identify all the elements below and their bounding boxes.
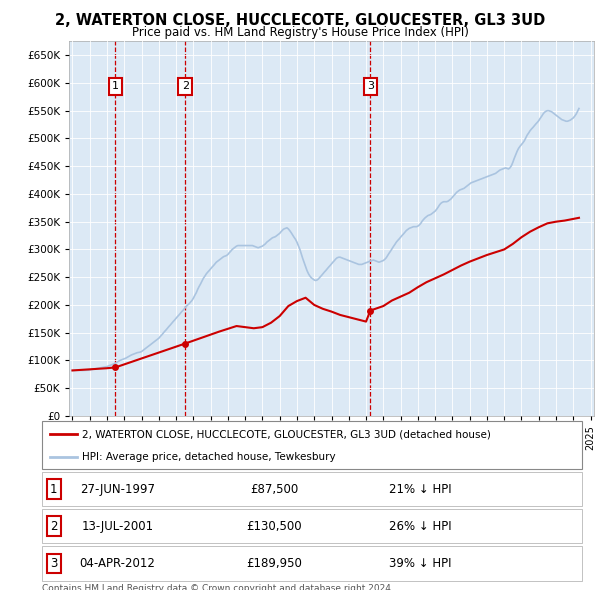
Text: HPI: Average price, detached house, Tewkesbury: HPI: Average price, detached house, Tewk…: [83, 452, 336, 462]
FancyBboxPatch shape: [42, 546, 582, 581]
Text: 2: 2: [182, 81, 189, 91]
Text: 3: 3: [367, 81, 374, 91]
FancyBboxPatch shape: [42, 509, 582, 543]
Text: 21% ↓ HPI: 21% ↓ HPI: [389, 483, 451, 496]
Text: 04-APR-2012: 04-APR-2012: [80, 557, 155, 570]
Text: £130,500: £130,500: [247, 520, 302, 533]
Text: £189,950: £189,950: [246, 557, 302, 570]
Text: £87,500: £87,500: [250, 483, 298, 496]
Text: 2, WATERTON CLOSE, HUCCLECOTE, GLOUCESTER, GL3 3UD: 2, WATERTON CLOSE, HUCCLECOTE, GLOUCESTE…: [55, 13, 545, 28]
Text: 27-JUN-1997: 27-JUN-1997: [80, 483, 155, 496]
FancyBboxPatch shape: [42, 472, 582, 506]
Text: Price paid vs. HM Land Registry's House Price Index (HPI): Price paid vs. HM Land Registry's House …: [131, 26, 469, 39]
Text: 39% ↓ HPI: 39% ↓ HPI: [389, 557, 451, 570]
Text: 13-JUL-2001: 13-JUL-2001: [82, 520, 154, 533]
Text: 1: 1: [112, 81, 119, 91]
Text: 1: 1: [50, 483, 58, 496]
Text: 3: 3: [50, 557, 58, 570]
Text: 26% ↓ HPI: 26% ↓ HPI: [389, 520, 451, 533]
Text: 2: 2: [50, 520, 58, 533]
Text: 2, WATERTON CLOSE, HUCCLECOTE, GLOUCESTER, GL3 3UD (detached house): 2, WATERTON CLOSE, HUCCLECOTE, GLOUCESTE…: [83, 429, 491, 439]
Text: Contains HM Land Registry data © Crown copyright and database right 2024.: Contains HM Land Registry data © Crown c…: [42, 584, 394, 590]
FancyBboxPatch shape: [42, 421, 582, 469]
